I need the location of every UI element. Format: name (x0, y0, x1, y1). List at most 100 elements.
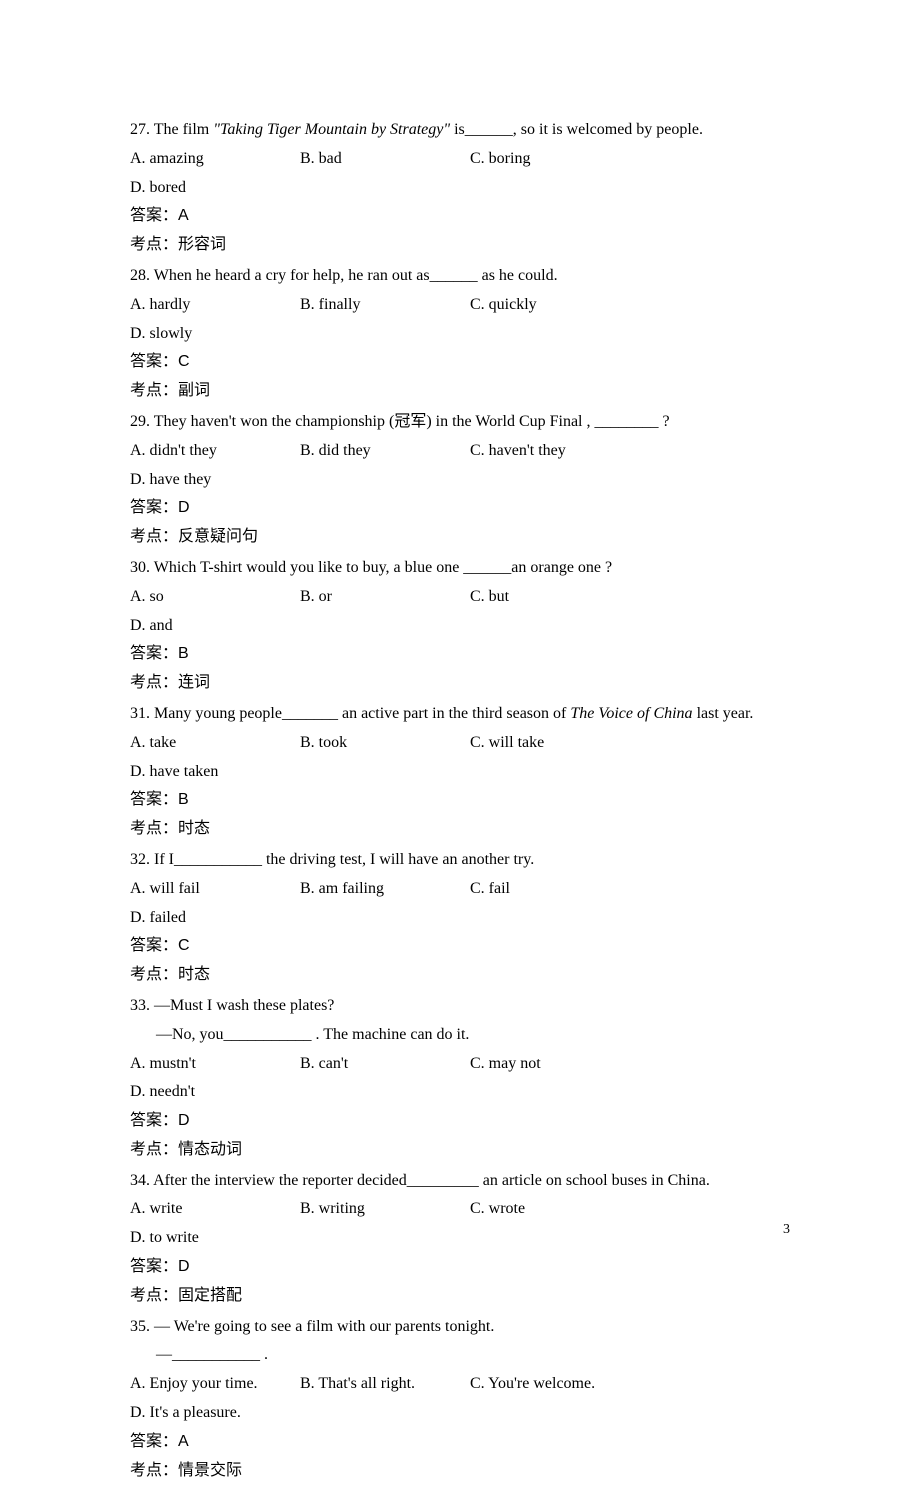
answer-label: 答案： (130, 1433, 178, 1450)
answer-line: 答案：B (130, 640, 800, 669)
options-row: A. so B. or C. but D. and (130, 583, 800, 641)
topic-line: 考点：反意疑问句 (130, 523, 800, 552)
answer-line: 答案：C (130, 932, 800, 961)
topic-line: 考点：情景交际 (130, 1457, 800, 1485)
answer-label: 答案： (130, 207, 178, 224)
options-row: A. amazing B. bad C. boring D. bored (130, 145, 800, 203)
option-c: C. quickly (470, 291, 640, 320)
topic-value: 副词 (178, 382, 210, 399)
topic-label: 考点： (130, 674, 178, 691)
topic-line: 考点：时态 (130, 815, 800, 844)
option-b: B. writing (300, 1195, 470, 1224)
answer-label: 答案： (130, 353, 178, 370)
option-c: C. but (470, 583, 640, 612)
option-b: B. took (300, 729, 470, 758)
answer-label: 答案： (130, 1258, 178, 1275)
topic-value: 情景交际 (178, 1462, 242, 1479)
answer-value: D (178, 1258, 190, 1275)
option-d: D. to write (130, 1224, 300, 1253)
topic-label: 考点： (130, 528, 178, 545)
option-b: B. did they (300, 437, 470, 466)
question-text: 31. Many young people_______ an active p… (130, 700, 800, 729)
answer-value: A (178, 1433, 189, 1450)
question-35: 35. — We're going to see a film with our… (130, 1313, 800, 1485)
topic-label: 考点： (130, 382, 178, 399)
answer-line: 答案：A (130, 202, 800, 231)
options-row: A. Enjoy your time. B. That's all right.… (130, 1370, 800, 1428)
option-c: C. wrote (470, 1195, 640, 1224)
question-32: 32. If I___________ the driving test, I … (130, 846, 800, 990)
options-row: A. write B. writing C. wrote D. to write (130, 1195, 800, 1253)
answer-value: B (178, 645, 189, 662)
option-b: B. am failing (300, 875, 470, 904)
option-a: A. didn't they (130, 437, 300, 466)
q31-italic: The Voice of China (570, 705, 692, 722)
option-a: A. write (130, 1195, 300, 1224)
option-b: B. That's all right. (300, 1370, 470, 1399)
question-line1: 35. — We're going to see a film with our… (130, 1313, 800, 1342)
question-text: 28. When he heard a cry for help, he ran… (130, 262, 800, 291)
option-c: C. You're welcome. (470, 1370, 640, 1399)
question-29: 29. They haven't won the championship (冠… (130, 408, 800, 552)
option-b: B. can't (300, 1050, 470, 1079)
topic-line: 考点：副词 (130, 377, 800, 406)
answer-value: D (178, 1112, 190, 1129)
option-a: A. hardly (130, 291, 300, 320)
topic-label: 考点： (130, 1462, 178, 1479)
topic-value: 固定搭配 (178, 1287, 242, 1304)
answer-value: C (178, 353, 190, 370)
option-a: A. mustn't (130, 1050, 300, 1079)
options-row: A. hardly B. finally C. quickly D. slowl… (130, 291, 800, 349)
question-text: 29. They haven't won the championship (冠… (130, 408, 800, 437)
option-d: D. failed (130, 904, 300, 933)
options-row: A. take B. took C. will take D. have tak… (130, 729, 800, 787)
question-text: 30. Which T-shirt would you like to buy,… (130, 554, 800, 583)
topic-line: 考点：情态动词 (130, 1136, 800, 1165)
option-c: C. may not (470, 1050, 640, 1079)
options-row: A. will fail B. am failing C. fail D. fa… (130, 875, 800, 933)
q31-pre: 31. Many young people_______ an active p… (130, 705, 570, 722)
topic-line: 考点：固定搭配 (130, 1282, 800, 1311)
q27-italic: "Taking Tiger Mountain by Strategy" (213, 121, 450, 138)
answer-line: 答案：A (130, 1428, 800, 1457)
q27-pre: 27. The film (130, 121, 213, 138)
question-line2: —___________ . (130, 1341, 800, 1370)
answer-line: 答案：D (130, 494, 800, 523)
answer-value: D (178, 499, 190, 516)
option-d: D. bored (130, 174, 300, 203)
answer-value: C (178, 937, 190, 954)
question-text: 27. The film "Taking Tiger Mountain by S… (130, 116, 800, 145)
answer-label: 答案： (130, 1112, 178, 1129)
answer-line: 答案：B (130, 786, 800, 815)
page-number: 3 (783, 1217, 790, 1242)
option-c: C. fail (470, 875, 640, 904)
option-a: A. amazing (130, 145, 300, 174)
topic-label: 考点： (130, 820, 178, 837)
option-c: C. haven't they (470, 437, 640, 466)
question-31: 31. Many young people_______ an active p… (130, 700, 800, 844)
answer-value: B (178, 791, 189, 808)
topic-value: 时态 (178, 966, 210, 983)
q31-post: last year. (693, 705, 754, 722)
question-27: 27. The film "Taking Tiger Mountain by S… (130, 116, 800, 260)
question-28: 28. When he heard a cry for help, he ran… (130, 262, 800, 406)
answer-value: A (178, 207, 189, 224)
question-text: 32. If I___________ the driving test, I … (130, 846, 800, 875)
options-row: A. didn't they B. did they C. haven't th… (130, 437, 800, 495)
question-line2: —No, you___________ . The machine can do… (130, 1021, 800, 1050)
topic-label: 考点： (130, 1141, 178, 1158)
topic-line: 考点：连词 (130, 669, 800, 698)
question-text: 34. After the interview the reporter dec… (130, 1167, 800, 1196)
topic-line: 考点：形容词 (130, 231, 800, 260)
question-33: 33. —Must I wash these plates? —No, you_… (130, 992, 800, 1165)
answer-label: 答案： (130, 499, 178, 516)
option-a: A. so (130, 583, 300, 612)
option-a: A. take (130, 729, 300, 758)
answer-label: 答案： (130, 791, 178, 808)
topic-label: 考点： (130, 1287, 178, 1304)
topic-value: 反意疑问句 (178, 528, 258, 545)
answer-line: 答案：D (130, 1107, 800, 1136)
topic-value: 时态 (178, 820, 210, 837)
topic-value: 形容词 (178, 236, 226, 253)
option-d: D. have they (130, 466, 300, 495)
